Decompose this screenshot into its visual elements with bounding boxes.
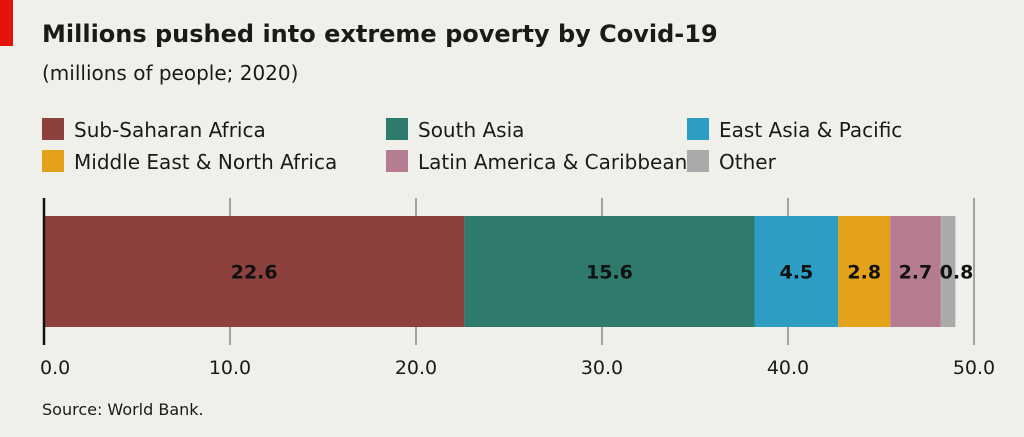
legend-swatch bbox=[42, 118, 64, 140]
legend-label: East Asia & Pacific bbox=[719, 118, 903, 142]
chart-subtitle: (millions of people; 2020) bbox=[42, 61, 299, 85]
x-tick-label: 20.0 bbox=[395, 357, 437, 379]
bar-segment bbox=[464, 216, 755, 327]
source-note: Source: World Bank. bbox=[42, 400, 204, 419]
legend-swatch bbox=[687, 150, 709, 172]
bar-segment bbox=[940, 216, 956, 327]
x-tick-label: 40.0 bbox=[767, 357, 809, 379]
chart-legend: Sub-Saharan Africa South Asia East Asia & … bbox=[42, 116, 1002, 180]
bar-segment bbox=[890, 216, 941, 327]
bar-segment bbox=[44, 216, 465, 327]
x-tick-label: 30.0 bbox=[581, 357, 623, 379]
data-label: 0.8 bbox=[940, 262, 974, 284]
legend-label: Latin America & Caribbean bbox=[418, 150, 688, 174]
legend-label: Other bbox=[719, 150, 776, 174]
data-label: 2.7 bbox=[899, 262, 933, 284]
legend-label: Sub-Saharan Africa bbox=[74, 118, 266, 142]
bar-segment bbox=[754, 216, 839, 327]
x-tick-label: 50.0 bbox=[953, 357, 995, 379]
legend-swatch bbox=[687, 118, 709, 140]
legend-swatch bbox=[42, 150, 64, 172]
x-tick-label: 10.0 bbox=[209, 357, 251, 379]
chart-title: Millions pushed into extreme poverty by … bbox=[42, 20, 718, 48]
data-label: 2.8 bbox=[847, 262, 881, 284]
data-label: 4.5 bbox=[780, 262, 814, 284]
legend-swatch bbox=[386, 118, 408, 140]
x-tick-label: 0.0 bbox=[40, 357, 70, 379]
legend-label: South Asia bbox=[418, 118, 525, 142]
data-label: 22.6 bbox=[231, 262, 278, 284]
legend-label: Middle East & North Africa bbox=[74, 150, 338, 174]
data-label: 15.6 bbox=[586, 262, 633, 284]
brand-red-tag bbox=[0, 0, 13, 46]
bar-segment bbox=[838, 216, 891, 327]
legend-swatch bbox=[386, 150, 408, 172]
